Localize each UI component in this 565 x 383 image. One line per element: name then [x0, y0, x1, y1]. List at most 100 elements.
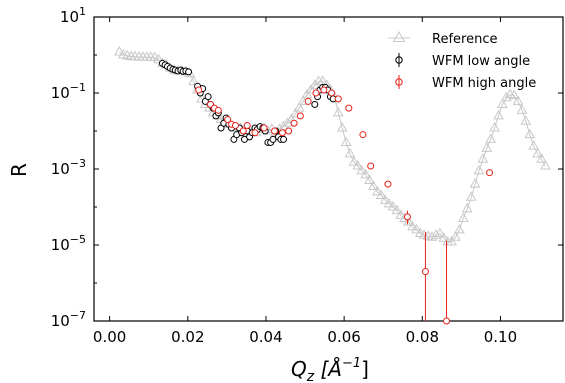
legend-marker-reference — [392, 31, 406, 42]
reference-point — [407, 220, 418, 231]
reference-point — [301, 88, 313, 99]
reference-point — [344, 147, 356, 158]
reference-point — [540, 159, 551, 170]
data-point — [224, 116, 232, 124]
data-point — [384, 180, 392, 188]
reference-point — [528, 140, 540, 150]
reference-point — [454, 223, 465, 234]
data-point — [290, 119, 298, 127]
reference-point — [352, 159, 364, 170]
reference-point — [489, 121, 500, 132]
data-point — [359, 131, 367, 139]
x-tick-label: 0.04 — [249, 328, 282, 346]
x-axis-label-main: Q — [291, 357, 307, 381]
data-point — [421, 268, 429, 276]
reference-point — [196, 92, 207, 103]
x-tick-label: 0.10 — [484, 328, 517, 346]
legend-item-wfm-high-angle: WFM high angle — [395, 75, 536, 91]
reference-point — [289, 107, 301, 118]
reference-point — [391, 204, 403, 215]
reference-point — [508, 89, 520, 100]
data-point — [185, 68, 193, 76]
reference-point — [477, 153, 489, 163]
reference-point — [469, 178, 481, 188]
legend-marker-low — [395, 56, 403, 64]
data-point — [312, 89, 320, 97]
reference-point — [114, 45, 125, 56]
reference-point — [536, 153, 547, 163]
y-tick-label: 10−7 — [51, 309, 86, 330]
data-point — [195, 86, 203, 94]
series-layer — [114, 45, 551, 325]
data-point — [231, 121, 239, 129]
reference-point — [403, 216, 414, 226]
reference-point — [473, 164, 485, 175]
x-tick-label: 0.08 — [406, 328, 439, 346]
legend-label-low: WFM low angle — [432, 54, 530, 69]
reference-point — [332, 106, 344, 117]
data-point — [403, 213, 411, 221]
reference-point — [524, 128, 536, 139]
reference-point — [520, 115, 532, 125]
legend-item-reference: Reference — [388, 31, 497, 47]
data-point — [214, 106, 222, 114]
reference-point — [457, 212, 469, 222]
data-point — [486, 169, 494, 177]
y-tick-label: 10−1 — [51, 81, 86, 102]
data-point — [320, 86, 328, 94]
data-point — [296, 112, 304, 120]
reference-point — [364, 174, 375, 184]
reference-point — [465, 191, 477, 201]
axes-layer: 0.00 0.02 0.04 0.06 0.08 0.10 10−7 10−5 10−3 10−1… — [51, 5, 563, 346]
reference-point — [368, 180, 379, 190]
y-axis-label: R — [7, 163, 31, 177]
reference-point — [532, 147, 543, 158]
reference-point — [438, 232, 450, 242]
data-point — [443, 317, 451, 325]
reference-point — [293, 102, 305, 112]
reference-point — [450, 231, 461, 241]
data-point — [260, 124, 268, 132]
x-axis-label: Qz [Å−1] — [291, 356, 369, 383]
data-point — [280, 135, 288, 143]
data-point — [334, 95, 342, 103]
reference-point — [375, 189, 387, 200]
data-point — [367, 162, 375, 170]
reference-point — [340, 136, 352, 146]
reference-point — [512, 95, 524, 105]
reference-point — [188, 75, 200, 86]
x-tick-label: 0.00 — [93, 328, 126, 346]
reference-point — [434, 227, 446, 238]
reference-point — [387, 200, 399, 211]
data-point — [285, 127, 293, 135]
reference-point — [426, 231, 438, 241]
data-point — [239, 127, 247, 135]
data-point — [345, 104, 353, 112]
reference-point — [383, 197, 395, 208]
data-point — [251, 129, 259, 137]
reference-point — [371, 185, 383, 196]
y-tick-label: 101 — [60, 5, 86, 26]
x-axis-label-exp: −1 — [342, 356, 361, 371]
data-point — [243, 121, 251, 129]
reference-point — [356, 164, 368, 175]
reference-point — [395, 209, 407, 219]
reference-point — [500, 91, 512, 102]
chart-legend: Reference WFM low angle WFM high angle — [388, 31, 536, 91]
series-wfm-high-angle — [195, 86, 494, 325]
data-point — [328, 89, 336, 97]
reference-point — [336, 121, 348, 132]
reference-point — [485, 133, 497, 143]
legend-marker-high — [395, 78, 403, 86]
legend-label-reference: Reference — [432, 32, 497, 47]
reference-point — [461, 202, 473, 213]
reference-point — [305, 83, 317, 94]
reference-point — [493, 109, 504, 120]
reference-point — [516, 104, 528, 114]
x-tick-label: 0.06 — [327, 328, 360, 346]
data-point — [278, 129, 286, 137]
data-point — [204, 93, 212, 101]
x-axis-label-sub: z — [306, 369, 315, 383]
data-point — [304, 97, 312, 105]
